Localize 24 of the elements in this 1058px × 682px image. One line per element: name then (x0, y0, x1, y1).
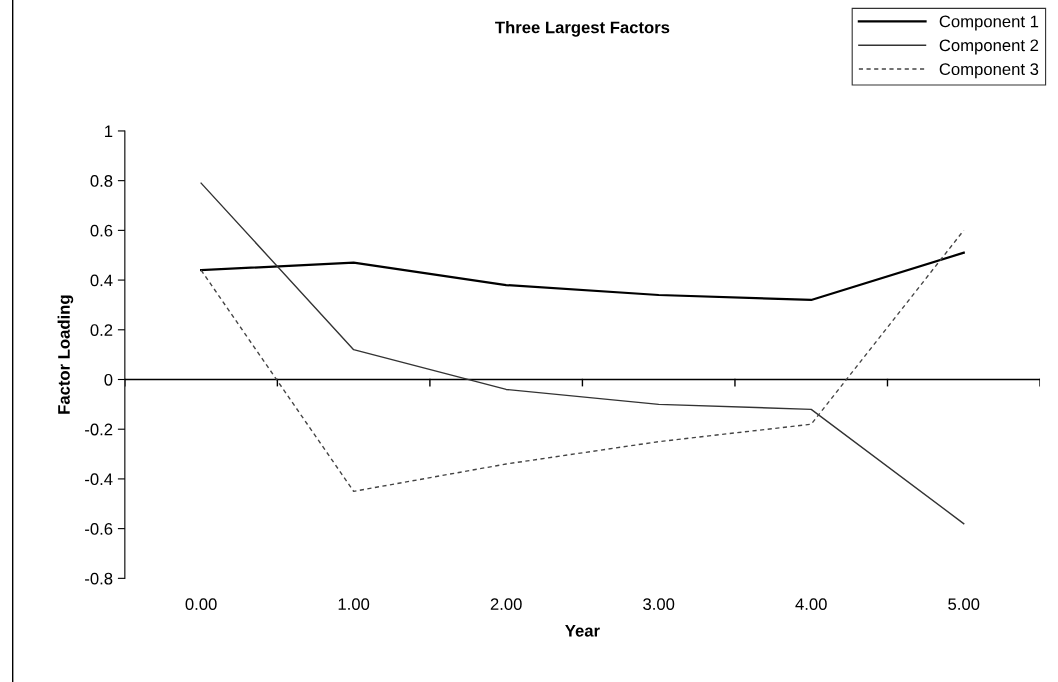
legend-label: Component 3 (939, 63, 1039, 79)
legend-label: Component 2 (939, 39, 1039, 55)
y-tick-label: -0.4 (85, 473, 113, 486)
y-axis-title: Factor Loading (57, 295, 74, 414)
chart-title: Three Largest Factors (495, 21, 670, 37)
y-tick-label: 0 (104, 373, 113, 386)
x-axis-title: Year (565, 625, 600, 637)
y-tick-label: 0.4 (90, 274, 113, 287)
y-tick-label: 0.8 (90, 175, 113, 187)
x-tick-label: 2.00 (490, 598, 522, 611)
x-tick-label: 4.00 (795, 598, 827, 611)
y-tick-label: 1 (105, 125, 113, 137)
line-series (200, 182, 965, 525)
y-tick-label: 0.2 (90, 324, 113, 336)
y-tick-label: -0.2 (85, 423, 113, 436)
y-tick-label: -0.8 (85, 572, 113, 585)
x-tick-label: 3.00 (643, 598, 675, 611)
x-tick-label: 1.00 (338, 598, 370, 611)
x-tick-label: 0.00 (185, 598, 217, 611)
legend-label: Component 1 (939, 15, 1039, 31)
y-tick-label: -0.6 (85, 523, 113, 535)
x-tick-label: 5.00 (948, 598, 980, 611)
line-series (200, 251, 965, 302)
y-tick-label: 0.6 (90, 224, 113, 237)
